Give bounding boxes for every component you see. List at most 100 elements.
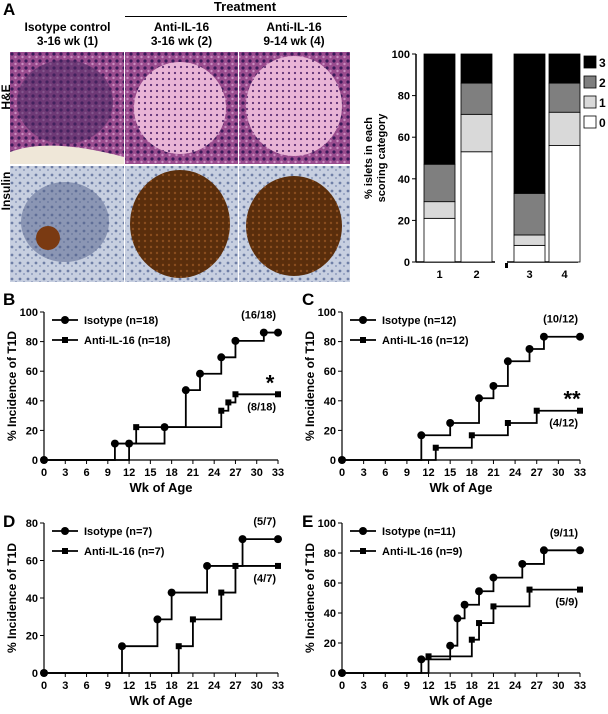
x-axis-label: Wk of Age (429, 693, 492, 708)
series-0-point (167, 588, 176, 597)
y-axis-label-line1: % islets in each (363, 117, 375, 199)
legend-label-0: Isotype (n=18) (84, 315, 159, 327)
series-1-end-label: (5/9) (555, 597, 578, 609)
series-1-point (504, 420, 511, 426)
series-1-point (339, 457, 345, 463)
x-tick-label: 18 (466, 467, 478, 479)
series-0-point (153, 615, 162, 624)
x-tick-label: 3 (62, 467, 68, 479)
y-tick-label: 20 (398, 215, 410, 227)
bar-4-segment-3 (548, 53, 581, 84)
x-axis-label: Wk of Age (129, 693, 192, 708)
series-0-point (525, 345, 534, 353)
x-tick-label: 1 (436, 269, 442, 281)
series-0-point (576, 546, 584, 555)
x-tick-label: 9 (105, 467, 111, 479)
y-tick-label: 80 (398, 91, 410, 103)
bar-2-segment-1 (460, 113, 493, 153)
x-tick-label: 9 (404, 467, 410, 479)
series-1-point (175, 643, 182, 650)
series-1-significance: * (266, 370, 275, 395)
series-0-point (181, 386, 190, 395)
y-tick-label: 0 (32, 668, 38, 680)
treatment-header: Treatment (213, 0, 277, 14)
stacked-bar-chart: % islets in eachscoring category02040608… (363, 49, 606, 281)
series-1-point (526, 586, 533, 593)
legend-label-0: 0 (599, 116, 606, 130)
series-line-1 (342, 409, 580, 461)
series-line-1 (44, 565, 278, 674)
he-image-2 (125, 52, 238, 164)
x-tick-label: 6 (83, 680, 89, 692)
series-0-point (489, 573, 498, 582)
series-1-point (425, 653, 432, 660)
x-tick-label: 15 (144, 467, 156, 479)
series-line-1 (342, 588, 580, 674)
y-tick-label: 60 (26, 366, 38, 378)
series-1-end-label: (4/7) (253, 573, 276, 585)
legend-marker-1 (360, 548, 366, 554)
x-tick-label: 30 (251, 680, 263, 692)
series-1-point (218, 589, 225, 596)
legend-swatch-2 (583, 75, 597, 89)
legend-marker-1 (62, 337, 68, 343)
x-tick-label: 0 (339, 467, 345, 479)
axis-break (495, 52, 507, 266)
y-tick-label: 80 (324, 337, 336, 349)
series-0-point (259, 328, 268, 337)
legend-label-0: Isotype (n=11) (382, 526, 456, 538)
y-tick-label: 40 (324, 396, 336, 408)
column-header-1: Isotype control 3-16 wk (1) (10, 20, 125, 48)
legend-label-0: Isotype (n=7) (84, 526, 152, 538)
series-0-point (475, 587, 484, 596)
x-tick-label: 27 (531, 467, 543, 479)
legend-marker-0 (359, 527, 367, 535)
incidence-chart-b: 0 20 40 60 80 100 0 3 6 9 12 15 18 21 24 27 30 33 Wk of Ag… (5, 307, 284, 495)
x-tick-label: 15 (444, 467, 456, 479)
series-0-point (417, 655, 426, 664)
he-image-1 (10, 52, 124, 164)
x-tick-label: 33 (272, 680, 284, 692)
series-1-point (468, 636, 475, 643)
x-tick-label: 27 (531, 680, 543, 692)
y-axis-label: % Incidence of T1D (303, 331, 317, 441)
series-1-point (218, 407, 225, 414)
bar-3-segment-0 (513, 244, 546, 263)
series-0-point (417, 431, 426, 440)
x-axis-label: Wk of Age (429, 480, 492, 495)
x-tick-label: 21 (487, 467, 499, 479)
series-1-point (161, 424, 168, 431)
x-tick-label: 0 (339, 680, 345, 692)
micrograph-grid (10, 52, 350, 282)
series-1-point (476, 620, 483, 627)
series-0-point (453, 614, 462, 623)
series-1-point (533, 407, 540, 414)
x-tick-label: 21 (487, 680, 499, 692)
series-0-end-label: (5/7) (253, 516, 276, 528)
bar-1-segment-0 (423, 217, 456, 263)
axis-break-mark (505, 263, 508, 268)
y-tick-label: 40 (26, 396, 38, 408)
series-1-point (577, 586, 583, 593)
x-tick-label: 12 (422, 467, 434, 479)
x-tick-label: 21 (187, 680, 199, 692)
series-1-point (189, 616, 196, 623)
column-header-3-line2: 9-14 wk (4) (263, 34, 325, 48)
y-tick-label: 100 (318, 518, 336, 530)
column-header-2-line2: 3-16 wk (2) (150, 34, 213, 48)
y-tick-label: 20 (324, 425, 336, 437)
series-0-point (274, 328, 282, 337)
legend-marker-1 (62, 548, 68, 554)
column-header-3: Anti-IL-16 9-14 wk (4) (238, 20, 350, 48)
series-1-point (577, 407, 583, 414)
panel-label-c: C (302, 290, 315, 309)
legend-label-3: 3 (599, 56, 606, 70)
series-1-point (275, 391, 281, 398)
legend-label-1: Anti-IL-16 (n=18) (84, 335, 171, 347)
y-tick-label: 40 (398, 174, 410, 186)
x-tick-label: 33 (574, 467, 586, 479)
y-tick-label: 40 (26, 593, 38, 605)
series-1-point (339, 670, 345, 676)
y-tick-label: 20 (324, 638, 336, 650)
series-0-end-label: (10/12) (543, 314, 578, 326)
